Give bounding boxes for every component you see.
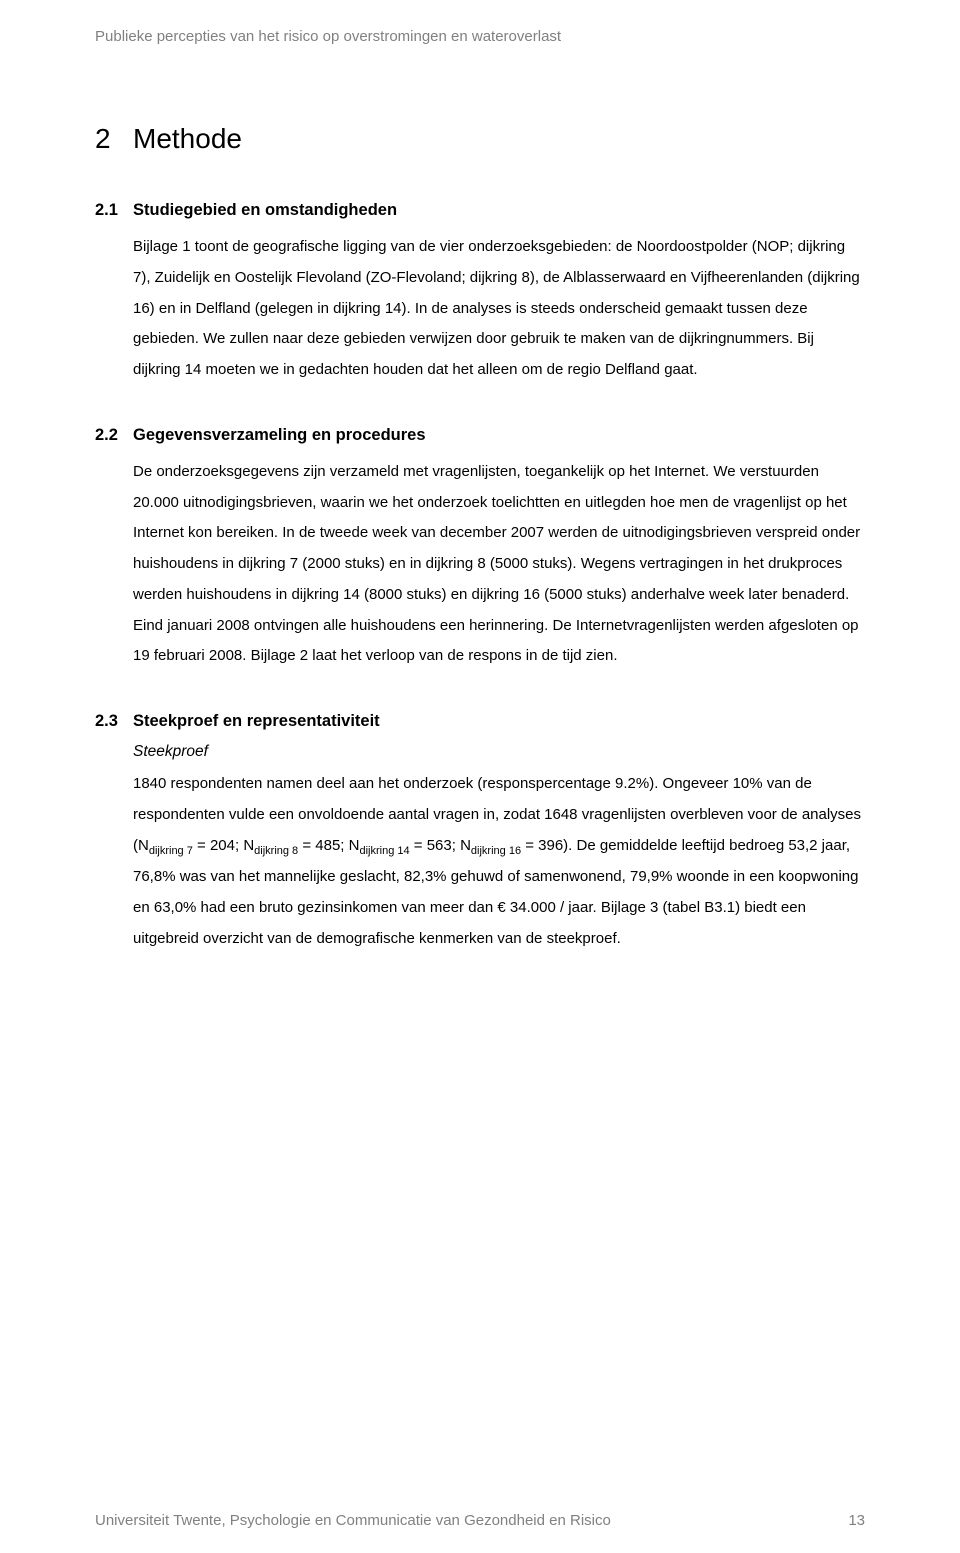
document-page: Publieke percepties van het risico op ov… (0, 0, 960, 954)
section-body-2-2: De onderzoeksgegevens zijn verzameld met… (133, 457, 865, 672)
body-text-d: = 563; N (410, 837, 471, 854)
page-number: 13 (848, 1512, 865, 1529)
section-number: 2.2 (95, 426, 133, 445)
section-heading-2-1: 2.1Studiegebied en omstandigheden (95, 201, 865, 220)
subscript-4: dijkring 16 (471, 845, 521, 857)
section-number: 2.3 (95, 712, 133, 731)
section-number: 2.1 (95, 201, 133, 220)
chapter-title: 2Methode (95, 123, 865, 155)
chapter-title-text: Methode (133, 123, 242, 154)
section-body-2-1: Bijlage 1 toont de geografische ligging … (133, 232, 865, 386)
footer-left-text: Universiteit Twente, Psychologie en Comm… (95, 1512, 611, 1529)
section-heading-2-3: 2.3Steekproef en representativiteit (95, 712, 865, 731)
section-body-2-3: 1840 respondenten namen deel aan het ond… (133, 769, 865, 954)
subscript-1: dijkring 7 (149, 845, 193, 857)
chapter-number: 2 (95, 123, 133, 155)
section-heading-text: Gegevensverzameling en procedures (133, 426, 426, 444)
section-heading-text: Steekproef en representativiteit (133, 712, 380, 730)
section-heading-2-2: 2.2Gegevensverzameling en procedures (95, 426, 865, 445)
body-text-c: = 485; N (298, 837, 359, 854)
page-footer: Universiteit Twente, Psychologie en Comm… (95, 1512, 865, 1529)
section-subheading-2-3: Steekproef (133, 743, 865, 761)
subscript-3: dijkring 14 (359, 845, 409, 857)
body-text-b: = 204; N (193, 837, 254, 854)
section-heading-text: Studiegebied en omstandigheden (133, 201, 397, 219)
subscript-2: dijkring 8 (254, 845, 298, 857)
running-header: Publieke percepties van het risico op ov… (95, 28, 865, 45)
